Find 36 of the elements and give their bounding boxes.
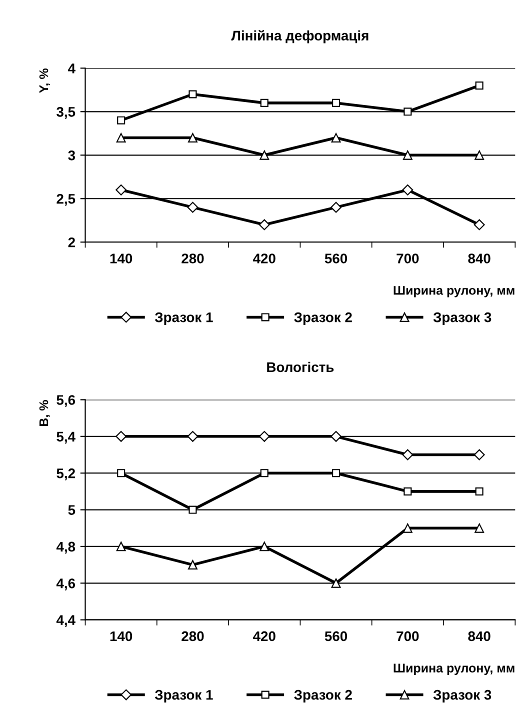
y-tick-label: 5,6 bbox=[56, 395, 76, 407]
x-tick-label: 420 bbox=[253, 254, 276, 264]
x-tick-label: 140 bbox=[110, 254, 132, 264]
legend-label: Зразок 3 bbox=[433, 690, 492, 703]
x-tick-label: 420 bbox=[253, 631, 276, 642]
y-axis-title: B, % bbox=[39, 400, 50, 426]
x-tick-label: 840 bbox=[468, 254, 490, 264]
x-axis-title: Ширина рулону, мм bbox=[394, 664, 514, 675]
y-tick-label: 2,5 bbox=[56, 194, 76, 206]
y-tick-label: 4 bbox=[68, 64, 76, 74]
legend-label: Зразок 1 bbox=[154, 312, 213, 325]
chart-title: Вологість bbox=[267, 362, 334, 372]
y-tick-label: 4,8 bbox=[56, 542, 76, 554]
y-tick-label: 4,4 bbox=[56, 615, 76, 628]
legend-label: Зразок 3 bbox=[433, 312, 492, 325]
y-tick-label: 3,5 bbox=[56, 106, 76, 119]
legend-label: Зразок 2 bbox=[294, 690, 352, 703]
x-tick-label: 700 bbox=[396, 254, 419, 264]
y-tick-label: 3 bbox=[68, 150, 76, 160]
x-tick-label: 700 bbox=[396, 631, 419, 642]
legend-label: Зразок 1 bbox=[154, 690, 213, 703]
y-tick-label: 5 bbox=[68, 505, 76, 515]
y-tick-label: 5,2 bbox=[56, 468, 75, 480]
y-axis-title: Y, % bbox=[39, 68, 50, 93]
x-axis-title: Ширина рулону, мм bbox=[394, 286, 514, 298]
x-tick-label: 280 bbox=[182, 254, 204, 264]
x-tick-label: 280 bbox=[182, 631, 204, 642]
x-tick-label: 560 bbox=[324, 631, 348, 642]
legend-label: Зразок 2 bbox=[294, 312, 352, 325]
y-tick-label: 5,4 bbox=[56, 432, 76, 444]
y-tick-label: 2 bbox=[68, 237, 75, 248]
y-tick-label: 4,6 bbox=[56, 578, 76, 590]
x-tick-label: 840 bbox=[468, 631, 490, 642]
x-tick-label: 560 bbox=[324, 254, 348, 264]
x-tick-label: 140 bbox=[110, 631, 132, 642]
chart-title: Лінійна деформація bbox=[231, 30, 368, 44]
